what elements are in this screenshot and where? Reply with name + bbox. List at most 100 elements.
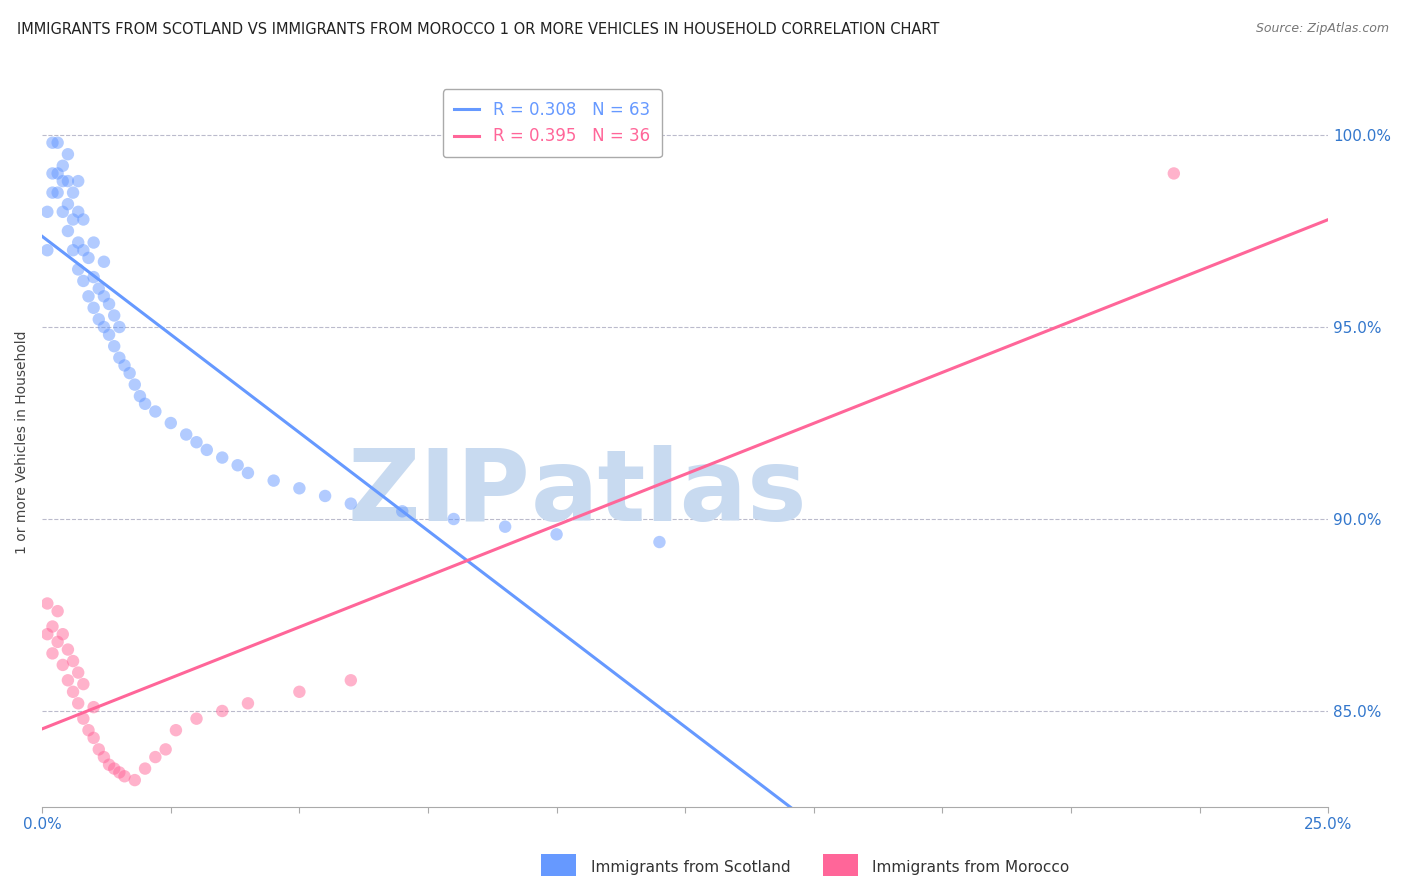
Point	[46, 635, 69, 649]
Point	[314, 489, 336, 503]
Text: IMMIGRANTS FROM SCOTLAND VS IMMIGRANTS FROM MOROCCO 1 OR MORE VEHICLES IN HOUSEH: IMMIGRANTS FROM SCOTLAND VS IMMIGRANTS F…	[17, 22, 939, 37]
Point	[134, 762, 156, 776]
Point	[67, 665, 90, 680]
Point	[648, 535, 671, 549]
Point	[62, 186, 84, 200]
Point	[41, 136, 63, 150]
Point	[165, 723, 187, 738]
Point	[67, 235, 90, 250]
Point	[67, 174, 90, 188]
Point	[72, 677, 94, 691]
Point	[72, 712, 94, 726]
Point	[443, 512, 465, 526]
Point	[52, 657, 75, 672]
Point	[143, 750, 166, 764]
Point	[129, 389, 152, 403]
Point	[159, 416, 181, 430]
Point	[98, 327, 121, 342]
Point	[108, 320, 131, 334]
Point	[62, 685, 84, 699]
Point	[46, 136, 69, 150]
Point	[93, 320, 115, 334]
Point	[41, 647, 63, 661]
Point	[1163, 166, 1185, 180]
Point	[391, 504, 413, 518]
Point	[288, 685, 311, 699]
Legend: R = 0.308   N = 63, R = 0.395   N = 36: R = 0.308 N = 63, R = 0.395 N = 36	[443, 89, 662, 157]
Point	[56, 642, 79, 657]
Point	[108, 765, 131, 780]
Point	[83, 270, 105, 285]
Point	[211, 704, 233, 718]
Point	[103, 339, 125, 353]
Point	[37, 597, 59, 611]
Point	[340, 673, 363, 688]
Point	[83, 731, 105, 745]
Point	[226, 458, 249, 473]
Point	[340, 497, 363, 511]
Point	[41, 166, 63, 180]
Point	[52, 627, 75, 641]
Point	[56, 197, 79, 211]
Point	[87, 742, 110, 756]
Point	[52, 204, 75, 219]
Point	[52, 159, 75, 173]
Point	[98, 297, 121, 311]
Point	[263, 474, 285, 488]
Point	[494, 519, 516, 533]
Text: Immigrants from Scotland: Immigrants from Scotland	[591, 860, 790, 874]
Point	[143, 404, 166, 418]
Point	[124, 773, 146, 788]
Point	[87, 282, 110, 296]
Point	[72, 244, 94, 258]
Point	[186, 435, 208, 450]
Point	[56, 224, 79, 238]
Point	[67, 262, 90, 277]
Point	[77, 289, 100, 303]
Point	[72, 274, 94, 288]
Point	[288, 481, 311, 495]
Y-axis label: 1 or more Vehicles in Household: 1 or more Vehicles in Household	[15, 330, 30, 554]
Text: Immigrants from Morocco: Immigrants from Morocco	[872, 860, 1069, 874]
Point	[37, 627, 59, 641]
Point	[546, 527, 568, 541]
Point	[72, 212, 94, 227]
Point	[195, 442, 218, 457]
Point	[41, 619, 63, 633]
Point	[52, 174, 75, 188]
Point	[37, 204, 59, 219]
Point	[236, 696, 259, 710]
Point	[46, 166, 69, 180]
Point	[211, 450, 233, 465]
Point	[114, 359, 136, 373]
Point	[87, 312, 110, 326]
Point	[62, 654, 84, 668]
Point	[46, 186, 69, 200]
Point	[93, 289, 115, 303]
Point	[83, 301, 105, 315]
Text: ZIP: ZIP	[347, 445, 531, 541]
Point	[114, 769, 136, 783]
Point	[103, 309, 125, 323]
Point	[67, 204, 90, 219]
Point	[236, 466, 259, 480]
Point	[62, 212, 84, 227]
Point	[103, 762, 125, 776]
Point	[67, 696, 90, 710]
Point	[174, 427, 197, 442]
Point	[124, 377, 146, 392]
Point	[83, 235, 105, 250]
Point	[77, 251, 100, 265]
Point	[37, 244, 59, 258]
Point	[62, 244, 84, 258]
Point	[155, 742, 177, 756]
Point	[77, 723, 100, 738]
Point	[46, 604, 69, 618]
Point	[93, 750, 115, 764]
Point	[108, 351, 131, 365]
Text: Source: ZipAtlas.com: Source: ZipAtlas.com	[1256, 22, 1389, 36]
Point	[56, 673, 79, 688]
Point	[83, 700, 105, 714]
Point	[186, 712, 208, 726]
Point	[93, 254, 115, 268]
